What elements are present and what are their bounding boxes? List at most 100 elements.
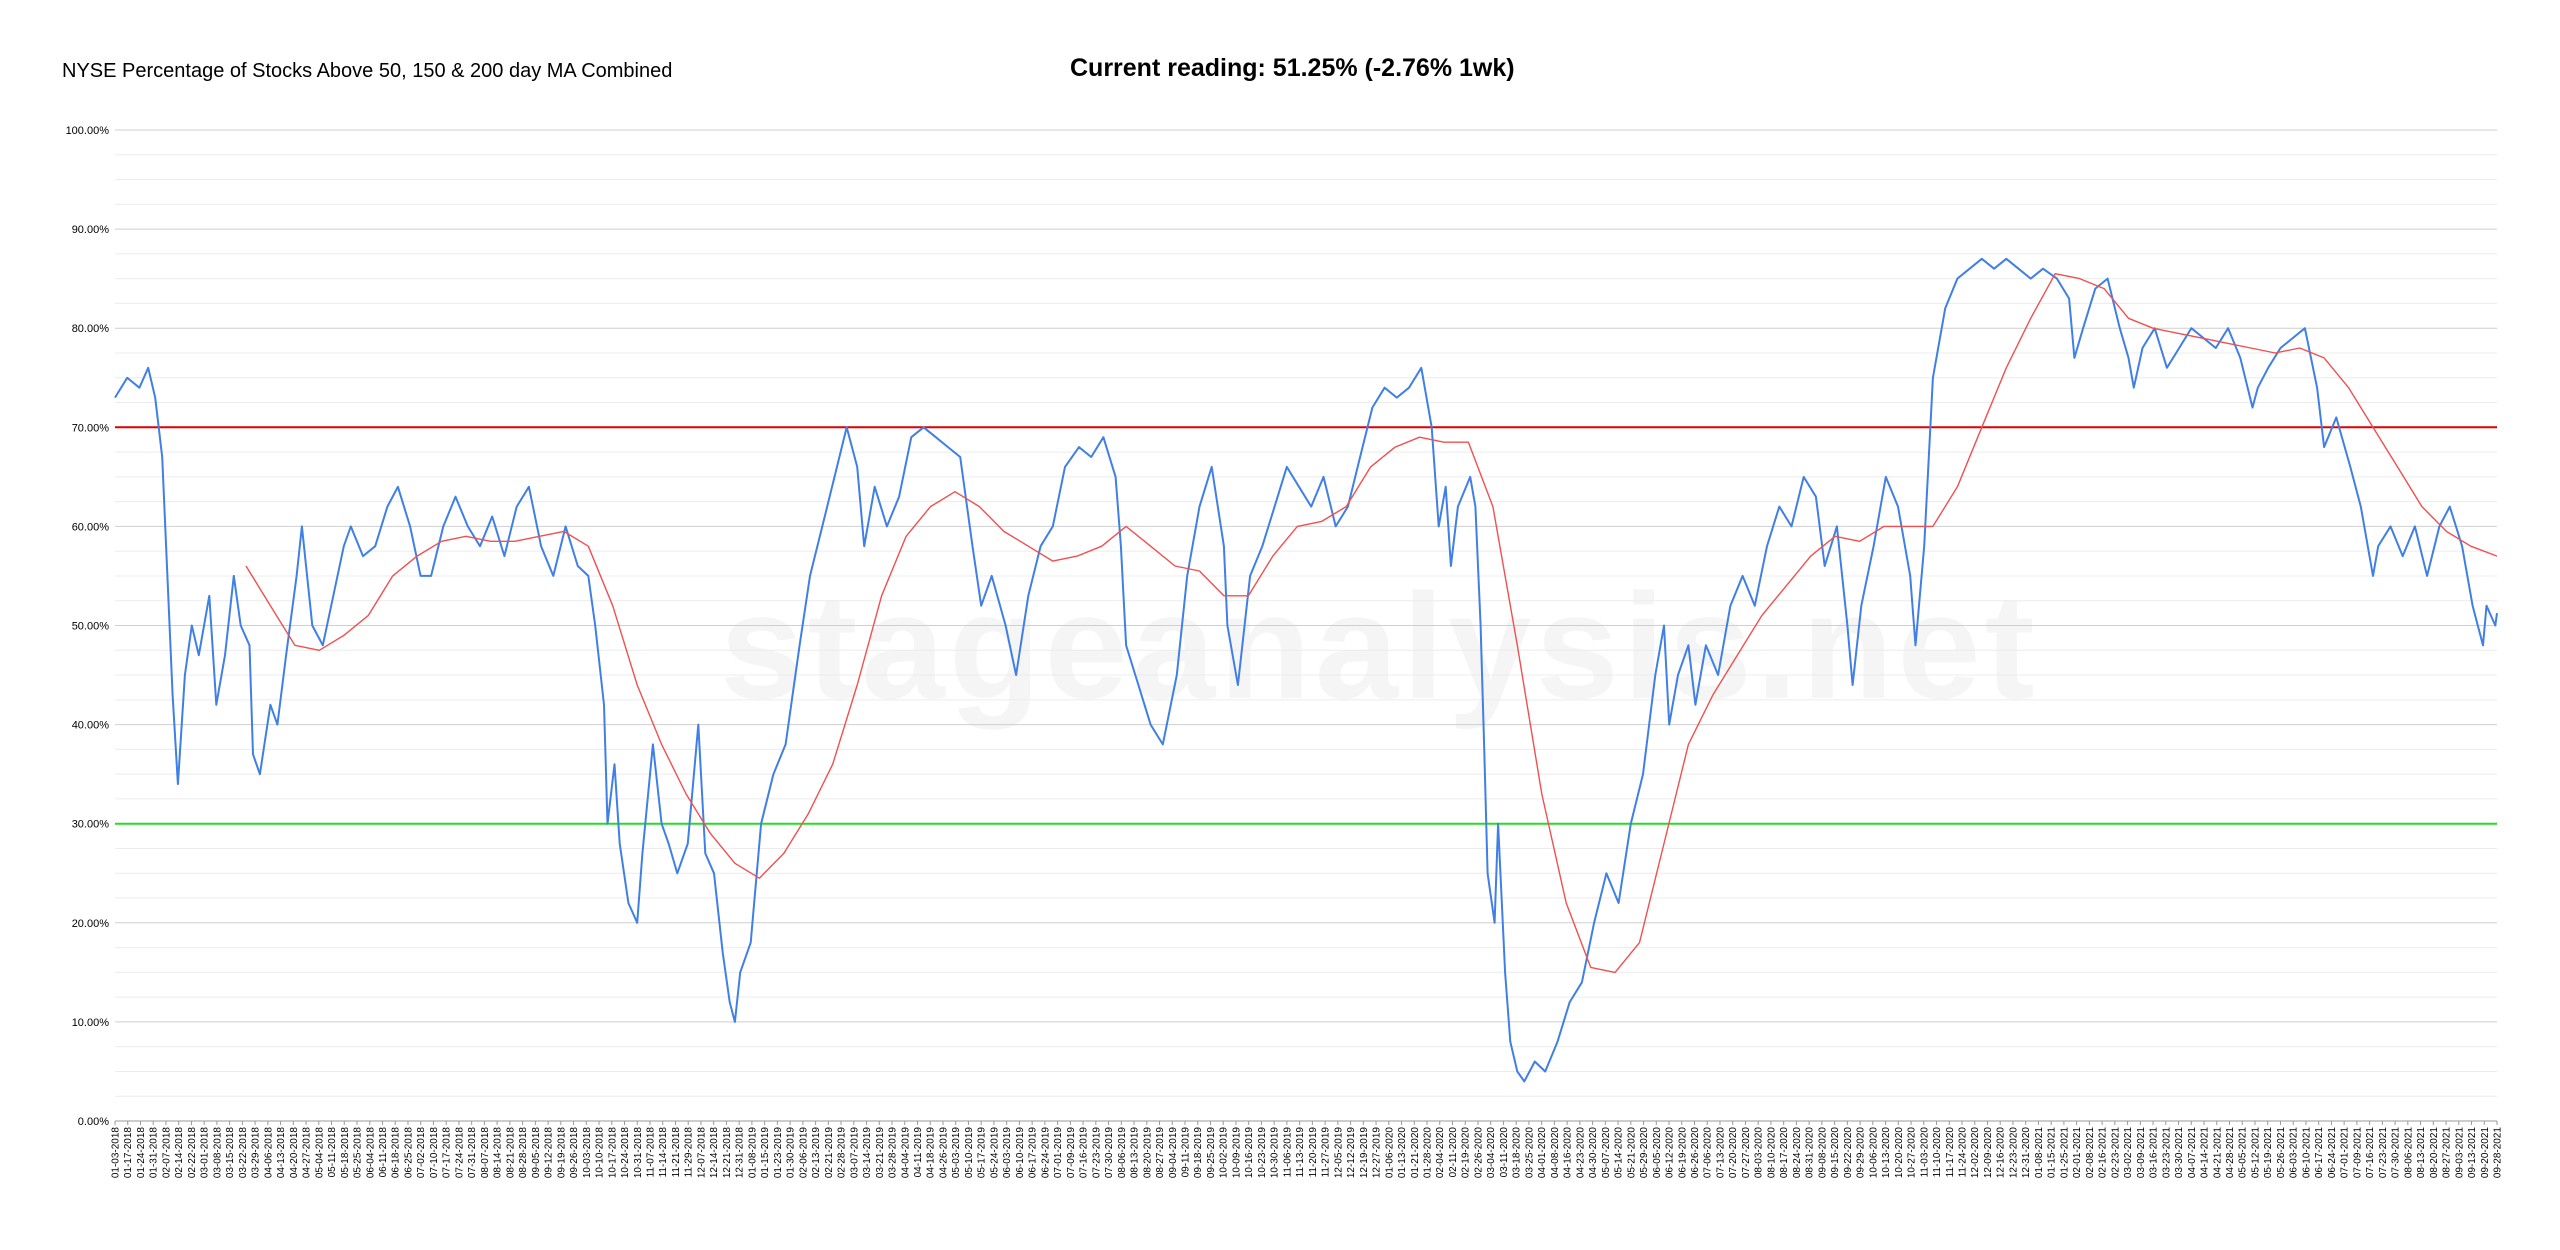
x-tick-label: 10-20-2020 (1894, 1127, 1905, 1179)
x-tick-label: 04-20-2018 (289, 1127, 300, 1179)
x-tick-label: 05-07-2020 (1601, 1127, 1612, 1179)
x-tick-label: 07-16-2021 (2365, 1127, 2376, 1179)
x-tick-label: 06-24-2021 (2327, 1127, 2338, 1179)
x-tick-label: 07-13-2020 (1716, 1127, 1727, 1179)
x-tick-label: 03-08-2018 (212, 1127, 223, 1179)
x-tick-label: 04-07-2021 (2187, 1127, 2198, 1179)
x-tick-label: 02-04-2020 (1435, 1127, 1446, 1179)
x-tick-label: 07-10-2018 (429, 1127, 440, 1179)
x-tick-label: 12-02-2020 (1970, 1127, 1981, 1179)
x-tick-label: 07-01-2021 (2340, 1127, 2351, 1179)
x-tick-label: 10-30-2019 (1270, 1127, 1281, 1179)
y-tick-label: 100.00% (66, 125, 110, 137)
x-tick-label: 01-06-2020 (1384, 1127, 1395, 1179)
x-tick-label: 07-02-2018 (416, 1127, 427, 1179)
x-tick-label: 10-16-2019 (1244, 1127, 1255, 1179)
x-tick-label: 07-30-2021 (2391, 1127, 2402, 1179)
y-tick-label: 70.00% (72, 422, 110, 434)
x-tick-label: 02-13-2019 (811, 1127, 822, 1179)
x-tick-label: 02-01-2021 (2072, 1127, 2083, 1179)
x-tick-label: 02-22-2018 (187, 1127, 198, 1179)
x-tick-label: 07-06-2020 (1703, 1127, 1714, 1179)
x-tick-label: 04-21-2021 (2212, 1127, 2223, 1179)
x-tick-label: 09-20-2021 (2480, 1127, 2491, 1179)
x-tick-label: 11-03-2020 (1919, 1127, 1930, 1178)
y-tick-label: 40.00% (72, 720, 110, 732)
x-tick-label: 11-17-2020 (1945, 1127, 1956, 1178)
x-tick-label: 03-07-2019 (849, 1127, 860, 1179)
x-tick-label: 09-18-2019 (1193, 1127, 1204, 1179)
x-tick-label: 03-25-2020 (1524, 1127, 1535, 1179)
x-tick-label: 08-06-2019 (1117, 1127, 1128, 1179)
x-tick-label: 09-04-2019 (1168, 1127, 1179, 1179)
x-tick-label: 01-30-2019 (786, 1127, 797, 1179)
series-line-moving-average (245, 273, 2498, 974)
y-tick-label: 20.00% (72, 918, 110, 930)
x-tick-label: 05-26-2021 (2276, 1127, 2287, 1179)
x-tick-label: 03-18-2020 (1512, 1127, 1523, 1179)
x-tick-label: 08-03-2020 (1754, 1127, 1765, 1179)
x-tick-label: 09-05-2018 (531, 1127, 542, 1179)
x-tick-label: 04-06-2018 (263, 1127, 274, 1179)
x-tick-label: 07-24-2018 (454, 1127, 465, 1179)
x-tick-label: 01-24-2018 (136, 1127, 147, 1179)
x-tick-label: 01-21-2020 (1410, 1127, 1421, 1179)
x-tick-label: 08-31-2020 (1805, 1127, 1816, 1179)
x-tick-label: 08-24-2020 (1792, 1127, 1803, 1179)
x-tick-label: 02-16-2021 (2098, 1127, 2109, 1179)
x-tick-label: 04-01-2020 (1537, 1127, 1548, 1179)
x-tick-label: 09-28-2021 (2493, 1127, 2504, 1179)
series-line-primary (114, 257, 2498, 1083)
gridlines (115, 129, 2497, 1122)
x-tick-label: 05-04-2018 (314, 1127, 325, 1179)
x-tick-label: 02-14-2018 (174, 1127, 185, 1179)
x-tick-label: 09-03-2021 (2454, 1127, 2465, 1179)
x-tick-label: 08-17-2020 (1779, 1127, 1790, 1179)
x-tick-label: 06-25-2018 (404, 1127, 415, 1179)
x-tick-label: 02-26-2020 (1474, 1127, 1485, 1179)
x-tick-label: 02-11-2020 (1448, 1127, 1459, 1178)
x-tick-label: 10-27-2020 (1907, 1127, 1918, 1179)
x-tick-label: 06-17-2019 (1028, 1127, 1039, 1179)
x-tick-label: 08-28-2018 (518, 1127, 529, 1179)
x-tick-label: 12-27-2019 (1372, 1127, 1383, 1179)
x-tick-label: 05-21-2020 (1626, 1127, 1637, 1179)
x-tick-label: 05-12-2021 (2251, 1127, 2262, 1179)
x-tick-label: 09-22-2020 (1843, 1127, 1854, 1179)
x-tick-label: 07-20-2020 (1728, 1127, 1739, 1179)
x-tick-label: 02-28-2019 (837, 1127, 848, 1179)
x-tick-label: 07-09-2019 (1066, 1127, 1077, 1179)
x-tick-label: 12-07-2018 (696, 1127, 707, 1179)
x-tick-label: 10-06-2020 (1868, 1127, 1879, 1179)
x-tick-label: 07-23-2021 (2378, 1127, 2389, 1179)
x-tick-label: 06-10-2019 (1015, 1127, 1026, 1179)
x-tick-label: 08-20-2019 (1142, 1127, 1153, 1179)
x-tick-label: 07-01-2019 (1053, 1127, 1064, 1179)
chart-title: NYSE Percentage of Stocks Above 50, 150 … (62, 60, 673, 82)
x-tick-label: 10-23-2019 (1257, 1127, 1268, 1179)
x-tick-label: 11-13-2019 (1295, 1127, 1306, 1178)
series-lines (114, 257, 2498, 1083)
x-tick-label: 07-23-2019 (1091, 1127, 1102, 1179)
x-tick-label: 04-27-2018 (302, 1127, 313, 1179)
x-tick-label: 05-17-2019 (977, 1127, 988, 1179)
x-tick-label: 03-02-2021 (2123, 1127, 2134, 1179)
x-tick-label: 01-08-2019 (747, 1127, 758, 1179)
x-tick-label: 11-21-2018 (671, 1127, 682, 1178)
x-tick-label: 06-03-2019 (1002, 1127, 1013, 1179)
x-tick-label: 12-31-2020 (2021, 1127, 2032, 1179)
x-tick-label: 03-28-2019 (888, 1127, 899, 1179)
x-tick-label: 02-21-2019 (824, 1127, 835, 1179)
x-tick-label: 09-19-2018 (556, 1127, 567, 1179)
x-tick-label: 05-03-2019 (951, 1127, 962, 1179)
x-tick-label: 09-29-2020 (1856, 1127, 1867, 1179)
x-tick-label: 02-08-2021 (2085, 1127, 2096, 1179)
x-tick-label: 07-30-2019 (1104, 1127, 1115, 1179)
x-tick-label: 11-29-2018 (684, 1127, 695, 1178)
x-axis: 01-03-2018 01-17-2018 01-24-2018 01-31-2018… (111, 1121, 2504, 1178)
x-tick-label: 12-23-2020 (2009, 1127, 2020, 1179)
x-tick-label: 12-21-2018 (722, 1127, 733, 1179)
x-tick-label: 12-05-2019 (1333, 1127, 1344, 1179)
x-tick-label: 11-06-2019 (1282, 1127, 1293, 1178)
x-tick-label: 09-11-2019 (1181, 1127, 1192, 1178)
